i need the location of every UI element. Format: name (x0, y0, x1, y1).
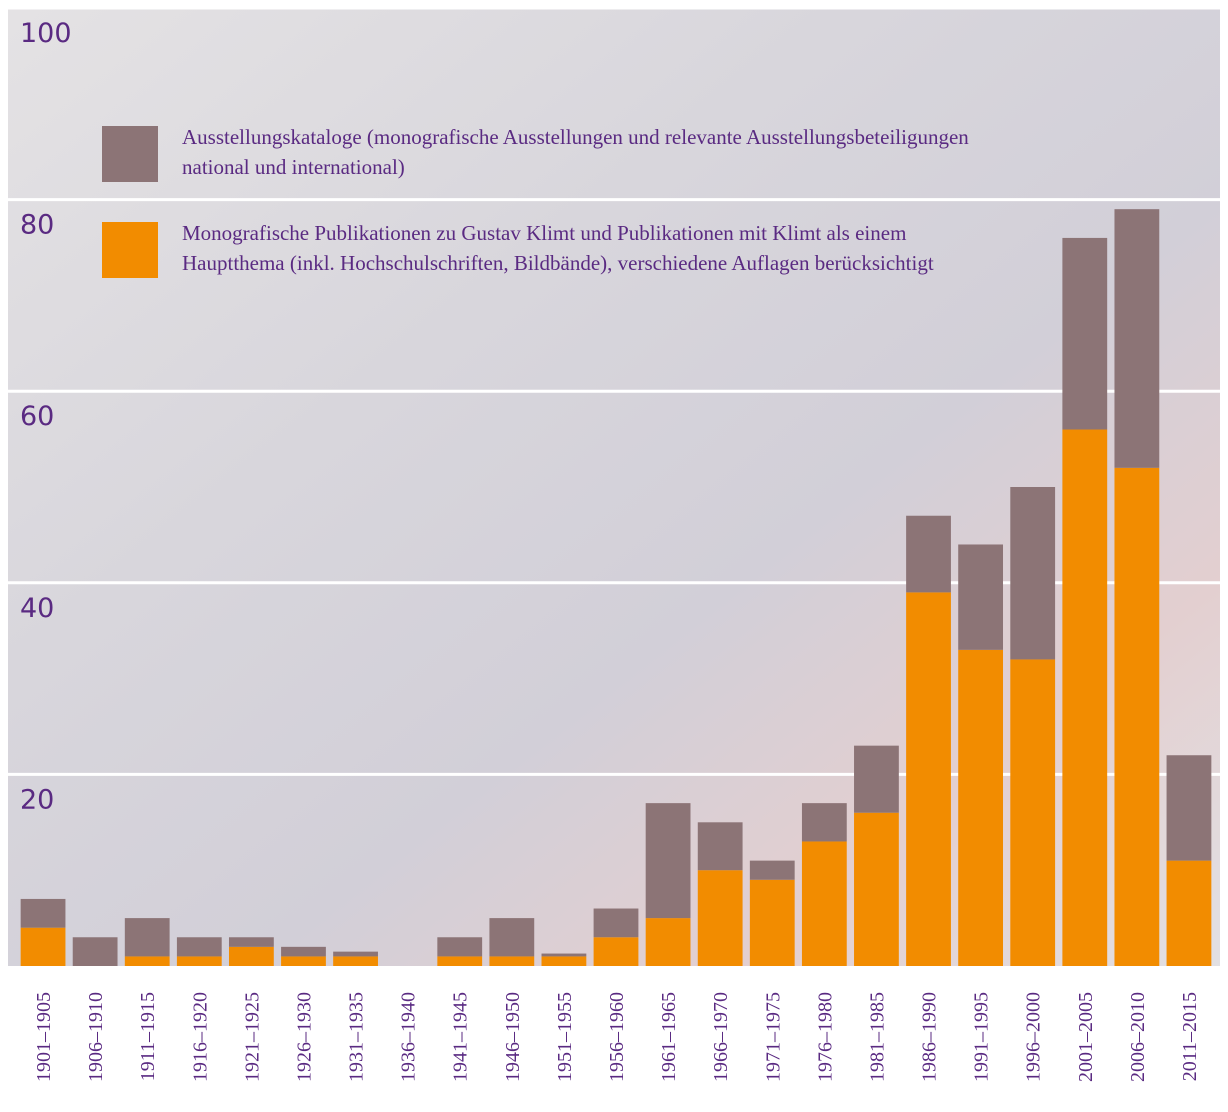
legend-label: Ausstellungskataloge (monografische Auss… (182, 122, 1002, 182)
bar-segment (281, 947, 326, 957)
bar-segment (1010, 659, 1055, 966)
bar-segment (125, 918, 170, 956)
bar-segment (21, 899, 66, 928)
bar-segment (177, 956, 222, 966)
bar-segment (542, 956, 587, 966)
x-tick-label: 2001–2005 (1075, 992, 1097, 1082)
bar-segment (1062, 238, 1107, 430)
x-tick-label: 1996–2000 (1023, 992, 1045, 1082)
x-tick-label: 1951–1955 (554, 992, 576, 1082)
x-tick-label: 1936–1940 (398, 992, 420, 1082)
bar-segment (594, 909, 639, 938)
bar-segment (1114, 468, 1159, 966)
x-tick-label: 1906–1910 (85, 992, 107, 1082)
x-tick-label: 1966–1970 (710, 992, 732, 1082)
bar-segment (594, 937, 639, 966)
bar-segment (854, 746, 899, 813)
y-tick-label: 40 (20, 593, 54, 624)
x-tick-label: 1981–1985 (866, 992, 888, 1082)
x-tick-label: 1946–1950 (502, 992, 524, 1082)
x-tick-label: 1931–1935 (346, 992, 368, 1082)
x-tick-label: 1986–1990 (919, 992, 941, 1082)
page: {"chart_data": {"type": "stacked-bar", "… (0, 0, 1228, 1112)
bar-segment (906, 516, 951, 593)
bar-segment (646, 803, 691, 918)
x-tick-label: 1941–1945 (450, 992, 472, 1082)
bar-segment (802, 841, 847, 966)
y-tick-label: 60 (20, 401, 54, 432)
x-tick-label: 2006–2010 (1127, 992, 1149, 1082)
bar-segment (802, 803, 847, 841)
x-tick-label: 1921–1925 (241, 992, 263, 1082)
bar-segment (333, 952, 378, 957)
x-tick-label: 1926–1930 (293, 992, 315, 1082)
bar-segment (854, 813, 899, 966)
bar-segment (437, 937, 482, 956)
bar-segment (698, 870, 743, 966)
bar-segment (958, 650, 1003, 966)
legend-label: Monografische Publikationen zu Gustav Kl… (182, 218, 1002, 278)
x-tick-label: 1916–1920 (189, 992, 211, 1082)
bar-segment (489, 956, 534, 966)
legend-swatch (102, 222, 158, 278)
bar-segment (73, 937, 118, 966)
bar-segment (750, 861, 795, 880)
x-tick-label: 1961–1965 (658, 992, 680, 1082)
bar-segment (1114, 209, 1159, 468)
bar-segment (489, 918, 534, 956)
x-tick-label: 1971–1975 (762, 992, 784, 1082)
bar-segment (1010, 487, 1055, 659)
bar-segment (21, 928, 66, 966)
x-tick-label: 1991–1995 (971, 992, 993, 1082)
bar-segment (333, 956, 378, 966)
x-tick-label: 1976–1980 (814, 992, 836, 1082)
x-tick-label: 2011–2015 (1179, 992, 1201, 1081)
bar-segment (437, 956, 482, 966)
y-tick-label: 20 (20, 784, 54, 815)
bar-segment (542, 954, 587, 957)
x-tick-label: 1901–1905 (33, 992, 55, 1082)
bar-segment (958, 544, 1003, 649)
legend-swatch (102, 126, 158, 182)
y-tick-label: 100 (20, 18, 72, 49)
bar-segment (229, 947, 274, 966)
y-tick-label: 80 (20, 210, 54, 241)
bar-segment (698, 822, 743, 870)
bar-segment (750, 880, 795, 966)
bar-segment (281, 956, 326, 966)
bar-segment (125, 956, 170, 966)
bar-segment (229, 937, 274, 947)
bar-segment (177, 937, 222, 956)
bar-segment (646, 918, 691, 966)
bar-segment (1062, 430, 1107, 966)
x-tick-label: 1956–1960 (606, 992, 628, 1082)
x-tick-label: 1911–1915 (137, 992, 159, 1081)
bar-segment (1167, 861, 1212, 966)
bar-segment (1167, 755, 1212, 860)
bar-segment (906, 592, 951, 966)
